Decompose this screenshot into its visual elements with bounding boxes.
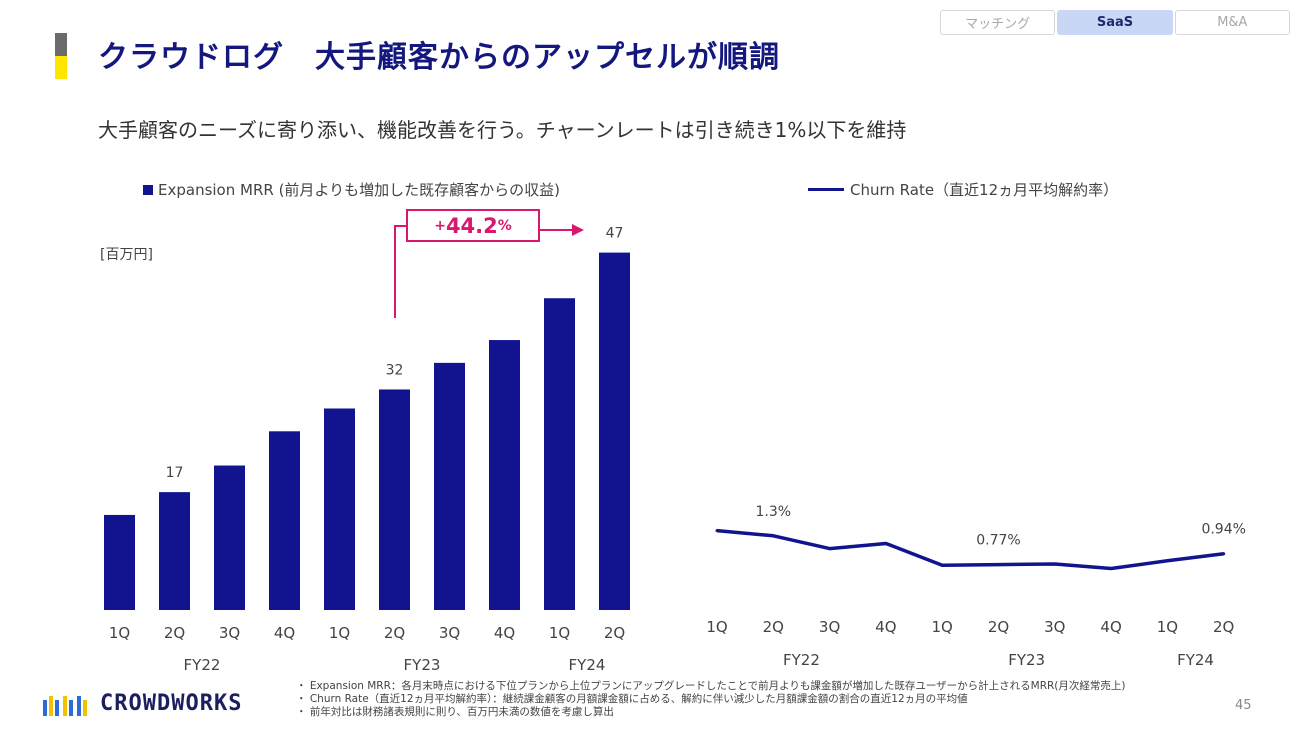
footnote-3: ・ 前年対比は財務諸表規則に則り、百万円未満の数値を考慮し算出: [296, 706, 614, 718]
bar-data-label-9: 47: [606, 226, 624, 242]
line-x-tick-6: 3Q: [1044, 618, 1065, 636]
bar-group-label-1: FY23: [404, 656, 441, 674]
bar-9: [599, 252, 630, 610]
bar-x-tick-8: 1Q: [549, 624, 570, 642]
growth-value: 44.2: [445, 213, 498, 238]
bar-x-tick-4: 1Q: [329, 624, 350, 642]
logo-mark-icon: [43, 696, 87, 716]
line-x-tick-2: 3Q: [819, 618, 840, 636]
bar-x-tick-0: 1Q: [109, 624, 130, 642]
growth-prefix: +: [434, 217, 446, 234]
bar-4: [324, 408, 355, 610]
footnote-2: ・ Churn Rate（直近12ヵ月平均解約率）：継続課金顧客の月額課金額に占…: [296, 693, 968, 705]
churn-rate-series-line: [716, 528, 1224, 571]
bar-7: [489, 340, 520, 610]
logo-text: CROWDWORKS: [100, 690, 243, 716]
churn-point-9: [1222, 552, 1226, 556]
bar-data-label-5: 32: [386, 362, 404, 378]
page-subtitle: 大手顧客のニーズに寄り添い、機能改善を行う。チャーンレートは引き続き1%以下を維…: [98, 118, 907, 142]
line-x-tick-7: 4Q: [1100, 618, 1121, 636]
line-x-tick-8: 1Q: [1157, 618, 1178, 636]
bar-x-tick-5: 2Q: [384, 624, 405, 642]
churn-point-7: [1109, 566, 1113, 570]
churn-rate-line-chart: 1Q 2Q 3Q 4Q 1Q 2Q 3Q 4Q 1Q 2Q 1.3% 0.77% 0.94% FY22 FY…: [706, 504, 1246, 669]
tab-matching[interactable]: マッチング: [940, 10, 1056, 35]
churn-point-3: [884, 541, 888, 545]
bar-1: [159, 492, 190, 610]
bar-data-label-1: 17: [166, 465, 184, 481]
growth-arrow: [394, 224, 584, 318]
line-group-label-2: FY24: [1177, 651, 1214, 669]
footnotes: ・ Expansion MRR：各月末時点における下位プランから上位プランにアッ…: [296, 680, 1126, 719]
line-x-tick-9: 2Q: [1213, 618, 1234, 636]
footnote-1: ・ Expansion MRR：各月末時点における下位プランから上位プランにアッ…: [296, 680, 1126, 692]
line-chart-legend: Churn Rate（直近12ヵ月平均解約率）: [808, 179, 1118, 200]
line-x-tick-3: 4Q: [875, 618, 896, 636]
bar-0: [104, 514, 135, 610]
title-accent-bar: [55, 33, 67, 79]
company-logo: CROWDWORKS: [42, 690, 242, 716]
line-data-label-1: 1.3%: [756, 504, 792, 520]
line-data-label-9: 0.94%: [1201, 522, 1245, 538]
bar-6: [434, 362, 465, 610]
bar-x-tick-9: 2Q: [604, 624, 625, 642]
churn-point-8: [1165, 559, 1169, 563]
page-number: 45: [1235, 698, 1252, 713]
growth-callout: +44.2%: [406, 209, 540, 242]
churn-point-0: [715, 529, 719, 533]
bar-chart-legend: Expansion MRR (前月よりも増加した既存顧客からの収益): [143, 179, 560, 200]
churn-point-4: [940, 563, 944, 567]
churn-point-6: [1053, 562, 1057, 566]
line-x-tick-4: 1Q: [932, 618, 953, 636]
line-x-tick-5: 2Q: [988, 618, 1009, 636]
line-x-tick-0: 1Q: [706, 618, 727, 636]
bar-8: [544, 298, 575, 610]
line-data-label-5: 0.77%: [976, 533, 1020, 549]
bar-2: [214, 465, 245, 610]
line-group-label-1: FY23: [1008, 651, 1045, 669]
bar-3: [269, 431, 300, 610]
churn-point-1: [771, 534, 775, 538]
churn-point-2: [828, 547, 832, 551]
bar-5: [379, 389, 410, 610]
bar-x-tick-1: 2Q: [164, 624, 185, 642]
bar-group-label-0: FY22: [184, 656, 221, 674]
page-title: クラウドログ 大手顧客からのアップセルが順調: [98, 40, 780, 75]
churn-point-5: [997, 563, 1000, 567]
expansion-mrr-bar-chart: 1Q 2Q 3Q 4Q 1Q 2Q 3Q 4Q 1Q 2Q 17 32 47 FY22 FY23 FY24: [104, 226, 630, 674]
line-group-label-0: FY22: [783, 651, 820, 669]
section-tabs: マッチング SaaS M&A: [940, 10, 1290, 37]
legend-square-icon: [143, 184, 153, 195]
line-x-tick-1: 2Q: [763, 618, 784, 636]
tab-saas[interactable]: SaaS: [1057, 10, 1173, 35]
bar-x-tick-6: 3Q: [439, 624, 460, 642]
growth-suffix: %: [497, 217, 512, 234]
unit-label: [百万円]: [100, 247, 153, 263]
bar-group-label-2: FY24: [569, 656, 606, 674]
bar-x-tick-7: 4Q: [494, 624, 515, 642]
bar-x-tick-3: 4Q: [274, 624, 295, 642]
tab-ma[interactable]: M&A: [1174, 10, 1290, 35]
legend-line-icon: [808, 188, 844, 191]
bar-legend-label: Expansion MRR (前月よりも増加した既存顧客からの収益): [158, 181, 560, 199]
bar-x-tick-2: 3Q: [219, 624, 240, 642]
line-legend-label: Churn Rate（直近12ヵ月平均解約率）: [850, 181, 1119, 199]
